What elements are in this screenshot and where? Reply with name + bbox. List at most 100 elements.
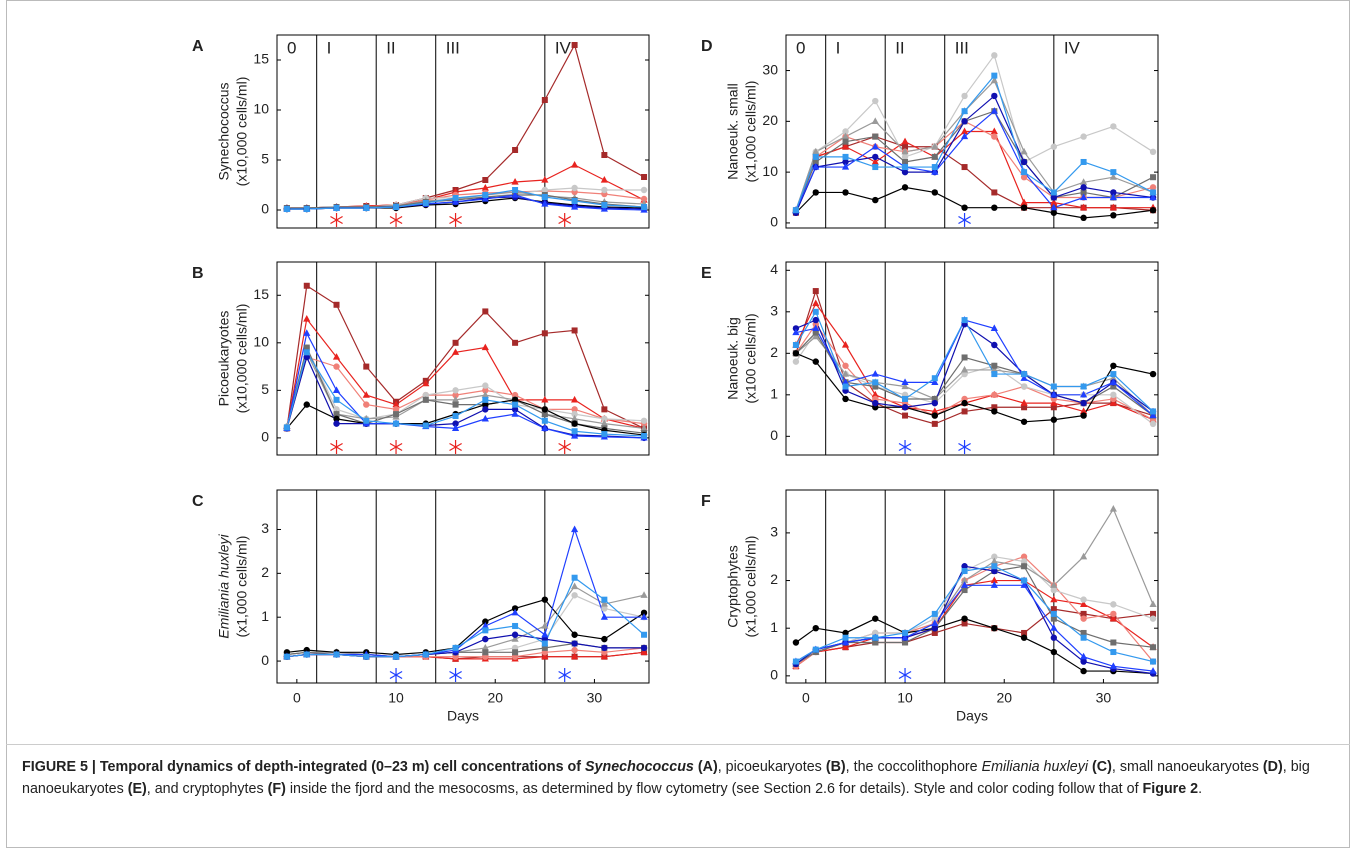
caption-run: (A) [693,759,718,775]
y-tick-label: 0 [261,201,269,217]
marker [640,644,648,652]
marker [1109,193,1117,201]
marker [1150,174,1157,181]
marker [961,399,968,407]
asterisk [958,440,971,454]
marker [990,581,998,588]
marker [1050,203,1058,211]
marker [842,153,849,160]
marker [1150,189,1157,196]
marker [511,406,519,413]
marker [571,410,578,418]
marker [363,205,370,211]
asterisk [558,213,572,227]
marker [1050,595,1058,603]
marker [1050,634,1058,641]
marker [1150,408,1157,415]
marker [333,396,340,403]
phase-label: 0 [287,38,296,57]
marker [1080,189,1087,196]
y-tick-label: 2 [770,571,778,587]
marker [1110,391,1117,399]
asterisk-stroke [558,215,572,225]
marker [511,191,519,198]
marker [901,147,909,155]
marker [1109,203,1117,211]
marker [1109,173,1117,180]
marker [1020,174,1028,181]
marker [1080,158,1087,165]
series-line [286,345,645,434]
asterisk [389,668,403,682]
marker [541,411,548,418]
y-tick-label: 3 [770,303,778,319]
marker [392,400,400,408]
y-tick-label: 0 [770,214,778,230]
marker [812,147,820,155]
marker [641,432,648,439]
y-tick-label: 10 [762,163,778,179]
asterisk [898,668,912,682]
marker [1080,133,1087,140]
marker [1080,629,1087,636]
series-line [795,579,1154,667]
marker [303,401,310,408]
marker [792,358,800,365]
y-axis-label: Picoeukaryotes [216,311,232,407]
marker [640,417,648,424]
marker [902,639,909,646]
marker [451,198,460,205]
marker [1050,399,1058,406]
marker [961,354,968,361]
marker [512,401,519,408]
marker [363,417,370,424]
y-tick-label: 1 [770,619,778,635]
asterisk-stroke [898,442,912,452]
marker [1149,411,1157,419]
marker [332,353,341,360]
marker [1080,407,1088,415]
marker [303,315,311,322]
marker [872,164,879,171]
marker [1150,658,1157,665]
x-tick-label: 30 [1096,690,1112,706]
x-tick-label: 20 [487,690,503,706]
marker [812,329,819,336]
marker [792,207,799,214]
y-axis-label: (x1,000 cells/ml) [743,536,759,638]
marker [991,204,998,211]
marker [1050,648,1058,656]
marker [571,395,579,403]
marker [990,76,998,84]
marker [1050,194,1058,201]
marker [901,633,909,641]
marker [812,358,819,365]
marker [601,635,608,643]
marker [571,406,578,413]
marker [991,341,998,349]
asterisk-stroke [330,215,343,225]
marker [393,653,400,660]
y-tick-label: 2 [261,564,269,580]
marker [482,401,489,408]
marker [333,651,340,658]
marker [901,382,909,390]
marker [363,653,370,660]
marker [571,431,579,439]
marker [1080,652,1088,660]
marker [991,72,998,79]
marker [931,153,938,160]
y-axis-label: (x1,000 cells/ml) [743,81,759,183]
marker [481,343,489,351]
marker [1080,214,1087,222]
y-tick-label: 15 [253,286,269,302]
marker [991,362,998,369]
marker [571,592,578,599]
y-tick-label: 3 [261,520,269,536]
marker [871,142,879,150]
series-line [795,565,1154,663]
y-tick-label: 1 [770,386,778,402]
marker [283,206,290,212]
asterisk-stroke [898,670,912,680]
marker [511,631,519,638]
